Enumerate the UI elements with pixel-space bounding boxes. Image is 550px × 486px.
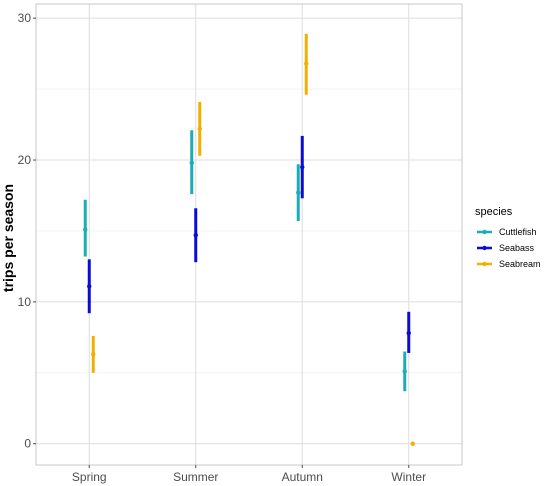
data-point [410, 441, 415, 446]
data-point [83, 227, 88, 232]
x-axis-ticks: Spring Summer Autumn Winter [72, 465, 426, 484]
y-tick-label: 0 [24, 437, 31, 451]
y-tick-label: 10 [18, 295, 32, 309]
data-point [402, 369, 407, 374]
legend-swatch-point [482, 245, 487, 251]
y-tick-label: 30 [18, 11, 32, 25]
x-tick-label: Winter [391, 470, 426, 484]
panel-border [35, 3, 463, 466]
data-point [193, 233, 198, 238]
data-point [296, 190, 301, 195]
series-cuttlefish [83, 130, 407, 392]
legend-key: Cuttlefish [477, 227, 537, 237]
x-tick-label: Summer [173, 470, 218, 484]
y-axis-title: trips per season [0, 184, 16, 292]
legend: species Cuttlefish Seabass Seabream [475, 206, 541, 269]
x-tick-label: Autumn [282, 470, 323, 484]
legend-label: Seabass [499, 243, 535, 253]
legend-label: Cuttlefish [499, 227, 537, 237]
legend-key: Seabream [477, 259, 541, 269]
data-point [189, 160, 194, 166]
data-marks [83, 33, 415, 446]
data-point [304, 61, 309, 66]
y-tick-label: 20 [18, 153, 32, 167]
y-axis-ticks: 0 10 20 30 [18, 11, 36, 451]
legend-label: Seabream [499, 259, 541, 269]
data-point [300, 164, 305, 170]
data-point [197, 126, 202, 132]
series-seabass [87, 135, 411, 353]
legend-key: Seabass [477, 243, 535, 253]
data-point [87, 284, 92, 289]
legend-swatch-point [482, 261, 487, 267]
data-point [406, 330, 411, 336]
x-tick-label: Spring [72, 470, 107, 484]
legend-swatch-point [482, 229, 487, 235]
data-point [91, 352, 96, 357]
series-seabream [91, 33, 415, 446]
legend-title: species [475, 206, 513, 218]
